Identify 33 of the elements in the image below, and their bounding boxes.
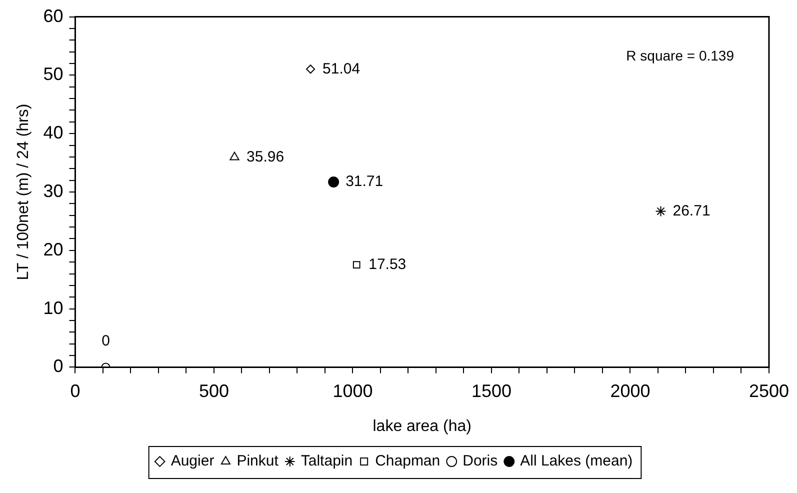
x-tick-label: 500: [198, 380, 229, 401]
x-tick-label: 2500: [748, 380, 789, 401]
y-tick-label: 0: [53, 356, 64, 376]
legend-label: Taltapin: [300, 452, 353, 470]
y-tick-label: 60: [43, 6, 64, 26]
y-axis-title: LT / 100net (m) / 24 (hrs): [15, 104, 32, 280]
legend-label: Doris: [462, 452, 498, 470]
data-label: 17.53: [368, 256, 406, 273]
y-tick-label: 20: [43, 239, 64, 260]
data-label: 31.71: [346, 173, 384, 190]
data-label: 0: [102, 332, 110, 350]
point: [352, 261, 360, 269]
x-tick-label: 0: [70, 380, 80, 401]
data-label: 35.96: [246, 148, 284, 166]
x-axis-title: lake area (ha): [372, 418, 472, 435]
y-tick-label: 10: [43, 298, 64, 318]
x-tick-label: 2000: [610, 380, 650, 401]
x-tick-label: 1000: [332, 380, 373, 401]
data-label: 26.71: [672, 202, 710, 220]
point: [655, 206, 666, 217]
point: [328, 176, 340, 188]
legend-label: All Lakes (mean): [520, 452, 633, 470]
x-tick-label: 1500: [471, 380, 512, 401]
y-tick-label: 30: [43, 180, 64, 201]
y-tick-label: 50: [43, 64, 64, 84]
point: [306, 64, 316, 74]
point: [230, 152, 240, 160]
legend-label: Chapman: [375, 452, 440, 470]
data-label: 51.04: [322, 60, 360, 78]
y-tick-label: 40: [43, 122, 64, 143]
legend-label: Pinkut: [236, 452, 280, 470]
annotation: R square = 0.139: [626, 48, 734, 64]
legend-label: Augier: [170, 452, 214, 470]
